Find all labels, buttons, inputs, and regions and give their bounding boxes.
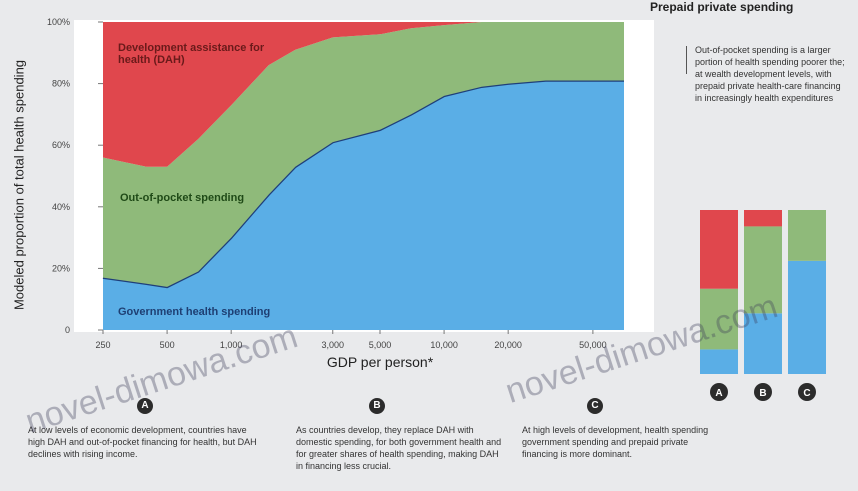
dah-series-label: Development assistance for health (DAH) [118, 42, 265, 66]
x-axis-title: GDP per person* [326, 354, 434, 370]
annotation-text-a: At low levels of economic development, c… [28, 425, 257, 459]
mini-bar-marker-label: A [715, 388, 722, 399]
mini-bar-marker-label: C [803, 388, 810, 399]
mini-bar-marker-label: B [759, 388, 766, 399]
out-of-pocket-series-label: Out-of-pocket spending [120, 192, 245, 204]
mini-bar-b-dah [744, 210, 782, 227]
x-tick-label: 20,000 [494, 340, 522, 350]
x-tick-label: 5,000 [369, 340, 392, 350]
y-tick-label: 100% [47, 17, 70, 27]
y-axis-title-text: Modeled proportion of total health spend… [11, 59, 27, 311]
annotation-marker-b: B [369, 398, 385, 414]
annotation-marker-c: C [587, 398, 603, 414]
mini-bar-c-government [788, 260, 826, 374]
x-tick-label: 3,000 [321, 340, 344, 350]
annotation-text-b: As countries develop, they replace DAH w… [296, 425, 502, 471]
mini-bar-marker-circle [754, 383, 772, 401]
x-tick-label: 250 [95, 340, 110, 350]
x-tick-label: 1,000 [220, 340, 243, 350]
mini-bar-b-government [744, 313, 782, 374]
area-series-2 [103, 22, 624, 167]
mini-bar-a-government [700, 349, 738, 374]
x-tick-label: 50,000 [579, 340, 607, 350]
area-series-1 [103, 22, 624, 287]
y-tick-label: 40% [52, 202, 70, 212]
mini-bar-marker-circle [710, 383, 728, 401]
mini-bar-a-out-of-pocket [700, 288, 738, 350]
mini-bar-chart: A B C [700, 210, 826, 401]
y-tick-label: 0 [65, 325, 70, 335]
area-series-0 [103, 80, 624, 330]
x-tick-label: 500 [160, 340, 175, 350]
annotation-text-c: At high levels of development, health sp… [522, 425, 709, 459]
mini-bar-a-dah [700, 210, 738, 289]
annotation-marker-a: A [137, 398, 153, 414]
government-series-label: Government health spending [118, 306, 271, 318]
side-legend-title: Prepaid private spending [650, 0, 794, 14]
x-tick-label: 10,000 [430, 340, 458, 350]
side-legend-connector [686, 46, 687, 74]
y-axis-title: Modeled proportion of total health spend… [6, 20, 32, 350]
side-legend-description: Out-of-pocket spending is a larger porti… [695, 45, 845, 103]
mini-bar-marker-circle [798, 383, 816, 401]
y-tick-label: 80% [52, 79, 70, 89]
y-tick-label: 60% [52, 140, 70, 150]
mini-bar-b-out-of-pocket [744, 226, 782, 314]
y-tick-label: 20% [52, 263, 70, 273]
mini-bar-c-out-of-pocket [788, 210, 826, 261]
plot-area: 0 20% 40% 60% 80% 100% 250 500 1,000 3,000 5,000 10… [47, 17, 654, 350]
